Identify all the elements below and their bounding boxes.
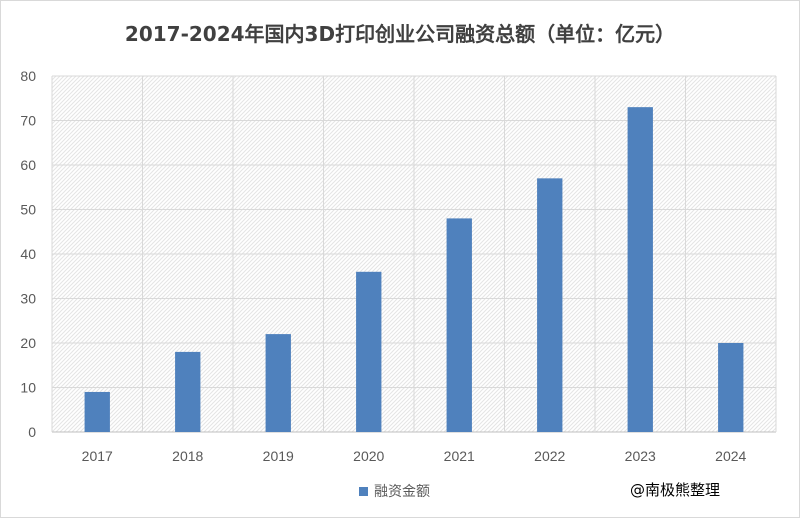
y-tick-label: 0 [28, 424, 36, 440]
x-tick-label: 2020 [353, 448, 384, 464]
gridlines [51, 75, 777, 433]
x-tick-label: 2017 [82, 448, 113, 464]
bars [84, 107, 744, 433]
x-tick-label: 2022 [534, 448, 565, 464]
legend: 融资金额 [359, 481, 430, 501]
x-axis-ticks: 2017 2018 2019 2020 2021 2022 2023 2024 [82, 448, 747, 464]
watermark-text: @南极熊整理 [630, 481, 721, 499]
y-tick-label: 40 [20, 246, 36, 262]
bar [265, 334, 291, 432]
bar [537, 178, 563, 432]
y-tick-label: 60 [20, 157, 36, 173]
x-tick-label: 2018 [172, 448, 203, 464]
chart-title: 2017-2024年国内3D打印创业公司融资总额（单位：亿元） [124, 22, 676, 46]
legend-label: 融资金额 [374, 484, 430, 500]
bar [718, 343, 744, 432]
y-tick-label: 70 [20, 113, 36, 129]
y-tick-label: 50 [20, 202, 36, 218]
bar [356, 271, 382, 432]
x-tick-label: 2021 [444, 448, 475, 464]
y-axis-ticks: 0 10 20 30 40 50 60 70 80 [20, 68, 36, 440]
y-tick-label: 30 [20, 291, 36, 307]
y-tick-label: 20 [20, 335, 36, 351]
bar [175, 351, 201, 432]
bar [627, 107, 653, 433]
bar [446, 218, 472, 432]
x-tick-label: 2019 [263, 448, 294, 464]
x-tick-label: 2023 [625, 448, 656, 464]
x-tick-label: 2024 [715, 448, 746, 464]
y-tick-label: 80 [20, 68, 36, 84]
bar [84, 391, 110, 432]
legend-swatch [359, 486, 368, 496]
y-tick-label: 10 [20, 380, 36, 396]
